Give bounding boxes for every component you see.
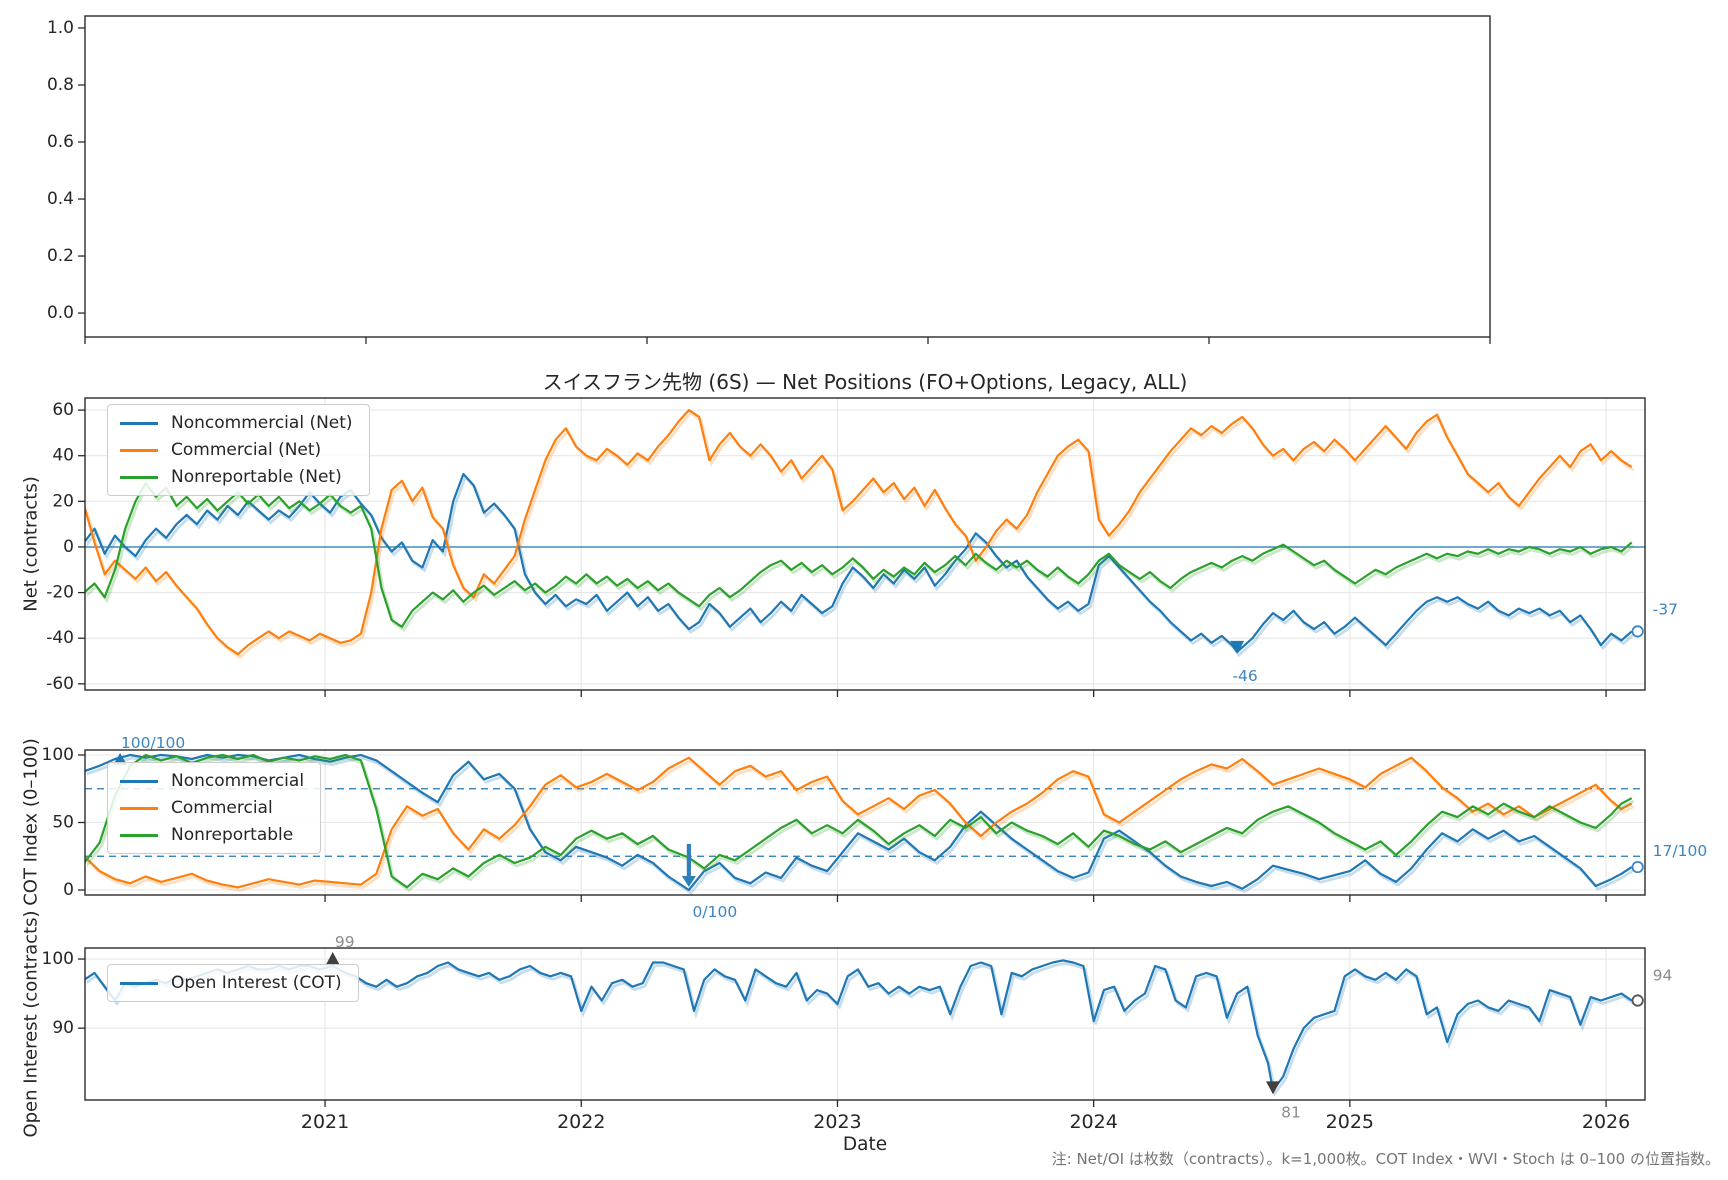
xlabel-date: Date — [842, 1134, 888, 1155]
ylabel-open-interest: Open Interest (contracts) — [20, 910, 42, 1138]
ytick-label: 60 — [52, 400, 74, 420]
legend-label: Noncommercial — [171, 771, 305, 791]
legend-line-sample-icon — [120, 833, 158, 837]
ytick-label: 0.4 — [47, 189, 74, 209]
legend-item: Nonreportable (Net) — [120, 467, 353, 487]
ytick-label: 0 — [63, 537, 74, 557]
legend-line-sample-icon — [120, 981, 158, 985]
xtick-label: 2023 — [813, 1111, 861, 1133]
ytick-label: -60 — [46, 674, 74, 694]
legend-item: Noncommercial — [120, 771, 304, 791]
xtick-label: 2025 — [1326, 1111, 1374, 1133]
last-value-marker-icon — [1631, 625, 1644, 638]
annotation-arrowhead-icon — [681, 876, 696, 888]
legend-item: Noncommercial (Net) — [120, 413, 353, 433]
annotation-label: 100/100 — [121, 734, 185, 752]
ytick-label: 100 — [42, 745, 74, 765]
legend-line-sample-icon — [120, 448, 158, 452]
legend-label: Nonreportable — [171, 825, 294, 845]
xtick-label: 2021 — [301, 1111, 349, 1133]
legend-net-positions: Noncommercial (Net) Commercial (Net) Nonre… — [107, 404, 370, 496]
last-value-marker-icon — [1631, 860, 1644, 874]
legend-item: Open Interest (COT) — [120, 973, 342, 993]
legend-line-sample-icon — [120, 779, 158, 783]
legend-label: Commercial (Net) — [171, 440, 322, 460]
min-marker-icon — [1230, 640, 1245, 654]
ytick-label: 50 — [52, 813, 74, 833]
max-marker-icon — [113, 752, 128, 765]
ytick-label: 40 — [52, 446, 74, 466]
annotation-label: 0/100 — [693, 903, 738, 921]
legend-open-interest: Open Interest (COT) — [107, 964, 359, 1002]
noncommercial-index-line-raw — [87, 756, 1635, 895]
xtick-label: 2026 — [1582, 1111, 1630, 1133]
ytick-label: -40 — [46, 628, 74, 648]
ytick-label: 100 — [42, 949, 74, 969]
max-marker-icon — [325, 951, 340, 965]
ytick-label: 0.0 — [47, 303, 74, 323]
legend-label: Open Interest (COT) — [171, 973, 342, 993]
legend-item: Nonreportable — [120, 825, 304, 845]
plot-border — [84, 15, 1491, 338]
legend-item: Commercial (Net) — [120, 440, 353, 460]
legend-label: Noncommercial (Net) — [171, 413, 353, 433]
ytick-label: 0 — [63, 880, 74, 900]
commercial-net-line — [85, 409, 1633, 656]
footnote: 注: Net/OI は枚数（contracts）。k=1,000枚。COT In… — [1051, 1150, 1720, 1168]
nonreportable-net-line — [85, 482, 1633, 628]
ytick-label: 0.8 — [47, 75, 74, 95]
annotation-label: 94 — [1653, 967, 1673, 985]
chart-title: スイスフラン先物 (6S) — Net Positions (FO+Option… — [542, 370, 1188, 394]
ytick-label: 0.2 — [47, 246, 74, 266]
commercial-net-line-raw — [87, 411, 1635, 659]
ytick-label: -20 — [46, 583, 74, 603]
commercial-index-line — [85, 756, 1633, 889]
min-marker-icon — [1265, 1081, 1280, 1095]
legend-cot-index: Noncommercial Commercial Nonreportable — [107, 762, 322, 854]
ytick-label: 1.0 — [47, 18, 74, 38]
annotation-label: -37 — [1653, 600, 1678, 618]
legend-line-sample-icon — [120, 421, 158, 425]
commercial-index-line-raw — [87, 759, 1635, 892]
annotation-label: -46 — [1232, 667, 1257, 685]
ylabel-cot-index: COT Index (0–100) — [20, 738, 42, 906]
legend-line-sample-icon — [120, 806, 158, 810]
ytick-label: 90 — [52, 1018, 74, 1038]
annotation-label: 81 — [1281, 1103, 1301, 1121]
last-value-marker-icon — [1631, 994, 1644, 1007]
legend-label: Commercial — [171, 798, 273, 818]
legend-line-sample-icon — [120, 475, 158, 479]
nonreportable-index-line — [85, 753, 1633, 889]
plot-border — [84, 947, 1646, 1101]
ylabel-net-contracts: Net (contracts) — [20, 476, 42, 612]
annotation-label: 99 — [335, 933, 355, 951]
ytick-label: 20 — [52, 491, 74, 511]
xtick-label: 2024 — [1069, 1111, 1117, 1133]
noncommercial-index-line — [85, 753, 1633, 892]
nonreportable-net-line-raw — [87, 483, 1635, 632]
annotation-label: 17/100 — [1653, 842, 1708, 860]
legend-item: Commercial — [120, 798, 304, 818]
ytick-label: 0.6 — [47, 132, 74, 152]
plot-border — [84, 397, 1646, 691]
xtick-label: 2022 — [557, 1111, 605, 1133]
legend-label: Nonreportable (Net) — [171, 467, 342, 487]
